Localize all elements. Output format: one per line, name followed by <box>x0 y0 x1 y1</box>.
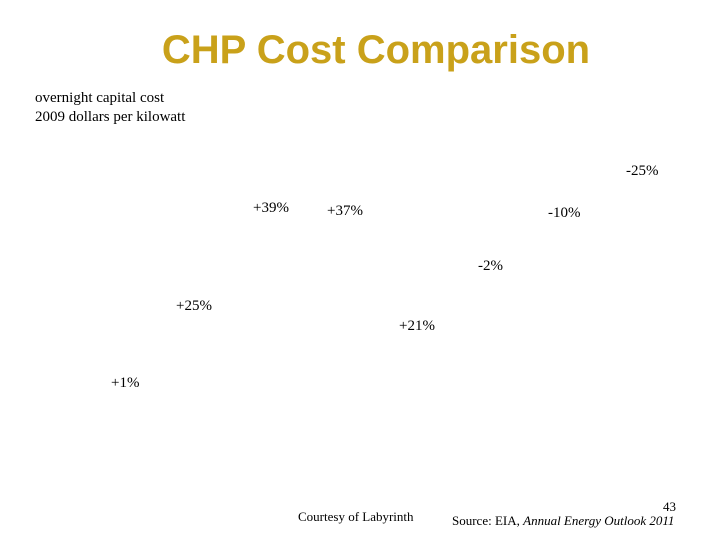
change-label: +1% <box>111 375 140 391</box>
source-citation: Source: EIA, Annual Energy Outlook 2011 <box>452 513 674 529</box>
change-label: +39% <box>253 200 289 216</box>
source-title: Annual Energy Outlook 2011 <box>523 513 675 528</box>
change-label: -25% <box>626 163 659 179</box>
courtesy-credit: Courtesy of Labyrinth <box>298 509 414 524</box>
source-prefix: Source: EIA, <box>452 513 524 528</box>
change-label: +21% <box>399 318 435 334</box>
change-label: -2% <box>478 258 503 274</box>
change-label: -10% <box>548 205 581 221</box>
change-label: +25% <box>176 298 212 314</box>
subtitle-line-2: 2009 dollars per kilowatt <box>35 109 186 125</box>
chart-subtitle: overnight capital cost 2009 dollars per … <box>35 89 185 127</box>
change-label: +37% <box>327 203 363 219</box>
slide-title: CHP Cost Comparison <box>161 28 591 72</box>
page-number: 43 <box>663 499 676 514</box>
subtitle-line-1: overnight capital cost <box>35 90 165 106</box>
